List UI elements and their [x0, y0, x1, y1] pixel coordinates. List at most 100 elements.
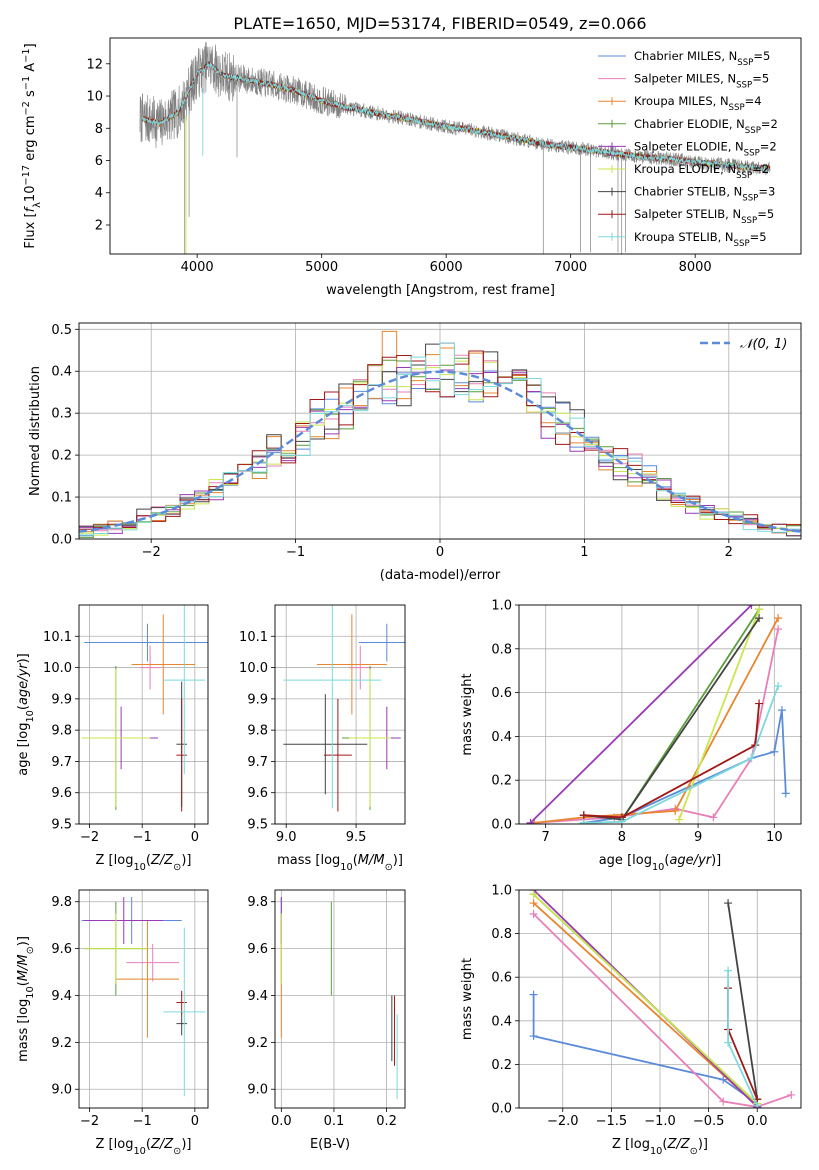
errorbar-kroupa-miles	[115, 920, 180, 1038]
weight-marker	[753, 1101, 762, 1108]
figure-title: PLATE=1650, MJD=53174, FIBERID=0549, z=0…	[233, 14, 646, 33]
y-tick-label: 10	[86, 90, 103, 105]
x-tick-label: 7000	[554, 260, 587, 275]
grid	[275, 605, 405, 825]
panel-age-z: −2 −1 0 9.5 9.6 9.7 9.8 9.9 10.0 10.1 Z [log10(Z/Z…	[16, 604, 209, 873]
y-tick-label: 0.6	[491, 971, 512, 986]
x-tick-label: 0.0	[747, 1114, 768, 1129]
weight-marker	[777, 706, 786, 715]
x-tick-label: −1	[133, 830, 152, 845]
panel-mass-ebv: 0.0 0.1 0.2 9.0 9.2 9.4 9.6 9.8 E(B-V)	[247, 889, 406, 1152]
weight-marker	[579, 818, 588, 824]
spectrum-plot	[139, 41, 771, 254]
errorbar-plot	[280, 897, 398, 1099]
y-tick-label: 9.4	[51, 989, 72, 1004]
y-axis-label: Normed distribution	[28, 366, 43, 496]
x-axis-label: Z [log10(Z/Z⊙)]	[96, 853, 192, 873]
errorbar-chabrier-stelib	[283, 694, 368, 795]
weight-marker	[671, 806, 680, 815]
grid	[275, 890, 405, 1108]
y-tick-label: 0.1	[51, 491, 72, 506]
y-axis-label: age [log10(age/yr)]	[16, 653, 36, 776]
weight-line	[532, 913, 792, 1108]
weight-series-salpeter-elodie	[526, 605, 756, 824]
x-tick-label: −2	[80, 1114, 99, 1129]
axes-frame	[518, 604, 802, 825]
y-tick-label: 9.0	[247, 1083, 268, 1098]
weight-marker	[529, 909, 538, 918]
x-tick-label: −2	[80, 830, 99, 845]
panel-weight-z: −2.0 −1.5 −1.0 −0.5 0.0 0.0 0.2 0.4 0.6 0.8 1.0 Z […	[460, 884, 802, 1157]
legend-label: 𝒩(0, 1)	[740, 337, 787, 352]
legend-label: Chabrier ELODIE, NSSP=2	[634, 117, 778, 136]
y-axis-label: Flux [fλ10−17 erg cm−2 s−1 A−1]	[21, 43, 43, 248]
y-tick-label: 0.3	[51, 407, 72, 422]
weight-line	[583, 685, 779, 824]
y-tick-label: 9.4	[247, 989, 268, 1004]
y-tick-label: 9.6	[51, 786, 72, 801]
y-tick-label: 1.0	[491, 599, 512, 614]
weight-line	[532, 994, 758, 1105]
panel-residuals: −2 −1 0 1 2 0.0 0.1 0.2 0.3 0.4 0.5 𝒩(0, 1) (data-mo…	[28, 322, 802, 583]
x-tick-label: 1	[580, 545, 588, 560]
weight-line	[532, 893, 758, 1105]
y-tick-label: 9.8	[51, 724, 72, 739]
weight-marker	[755, 605, 764, 614]
legend: Chabrier MILES, NSSP=5 Salpeter MILES, NS…	[598, 49, 778, 249]
x-axis-label: (data-model)/error	[380, 568, 501, 583]
weight-marker	[724, 1038, 733, 1047]
errorbar-kroupa-elodie	[349, 669, 392, 807]
weight-marker	[781, 789, 790, 798]
weight-marker	[724, 899, 733, 908]
axes-frame	[518, 889, 802, 1109]
y-tick-label: 6	[95, 154, 103, 169]
y-tick-label: 9.6	[247, 786, 268, 801]
errorbar-salpeter-stelib	[176, 698, 187, 812]
weight-plot	[526, 605, 790, 824]
weight-line	[678, 609, 760, 820]
ticks: 4000 5000 6000 7000 8000 2 4 6 8 10 12	[86, 57, 711, 275]
weight-marker	[719, 1075, 728, 1084]
weight-marker	[526, 818, 535, 824]
model-spectrum-kroupa-stelib	[142, 62, 771, 173]
x-tick-label: 0	[191, 1114, 199, 1129]
panel-weight-age: 7 8 9 10 0.0 0.2 0.4 0.6 0.8 1.0 age [log10(age/yr…	[460, 599, 802, 873]
y-tick-label: 0.0	[491, 1102, 512, 1117]
ticks: −2 −1 0 9.0 9.2 9.4 9.6 9.8	[51, 895, 199, 1129]
x-axis-label: mass [log10(M/M⊙)]	[277, 853, 403, 873]
errorbar-plot	[81, 897, 206, 1097]
x-tick-label: 0.2	[376, 1114, 397, 1129]
normal-curve	[79, 370, 801, 533]
x-tick-label: 7	[542, 830, 550, 845]
errorbar-kroupa-stelib	[283, 605, 382, 809]
errorbar-kroupa-elodie	[84, 913, 148, 984]
x-tick-label: 8000	[679, 260, 712, 275]
y-tick-label: 0.5	[51, 323, 72, 338]
x-tick-label: 5000	[305, 260, 338, 275]
errorbar-salpeter-stelib	[176, 990, 187, 1015]
weight-line	[727, 902, 759, 1100]
ticks: −2 −1 0 1 2 0.0 0.1 0.2 0.3 0.4 0.5	[51, 323, 733, 560]
legend-label: Salpeter MILES, NSSP=5	[634, 72, 769, 91]
errorbar-chabrier-stelib	[176, 1011, 187, 1036]
errorbar-kroupa-elodie	[81, 669, 151, 807]
weight-marker	[529, 990, 538, 999]
ticks: −2 −1 0 9.5 9.6 9.7 9.8 9.9 10.0 10.1	[43, 630, 199, 845]
x-tick-label: 0	[191, 830, 199, 845]
errorbar-salpeter-stelib	[323, 698, 352, 812]
errorbar-kroupa-stelib	[163, 605, 206, 774]
weight-marker	[755, 699, 764, 708]
y-axis-label: mass weight	[460, 958, 475, 1040]
errorbar-salpeter-miles	[139, 645, 161, 690]
x-tick-label: 9	[694, 830, 702, 845]
y-tick-label: 0.4	[51, 365, 72, 380]
axes-frame	[78, 322, 802, 540]
weight-series-kroupa-elodie	[529, 890, 762, 1108]
weight-series-salpeter-miles	[529, 909, 796, 1108]
weight-marker	[747, 754, 756, 763]
weight-line	[529, 605, 753, 824]
y-tick-label: 12	[86, 57, 103, 72]
axes-frame	[78, 604, 209, 825]
y-tick-label: 9.7	[247, 755, 268, 770]
